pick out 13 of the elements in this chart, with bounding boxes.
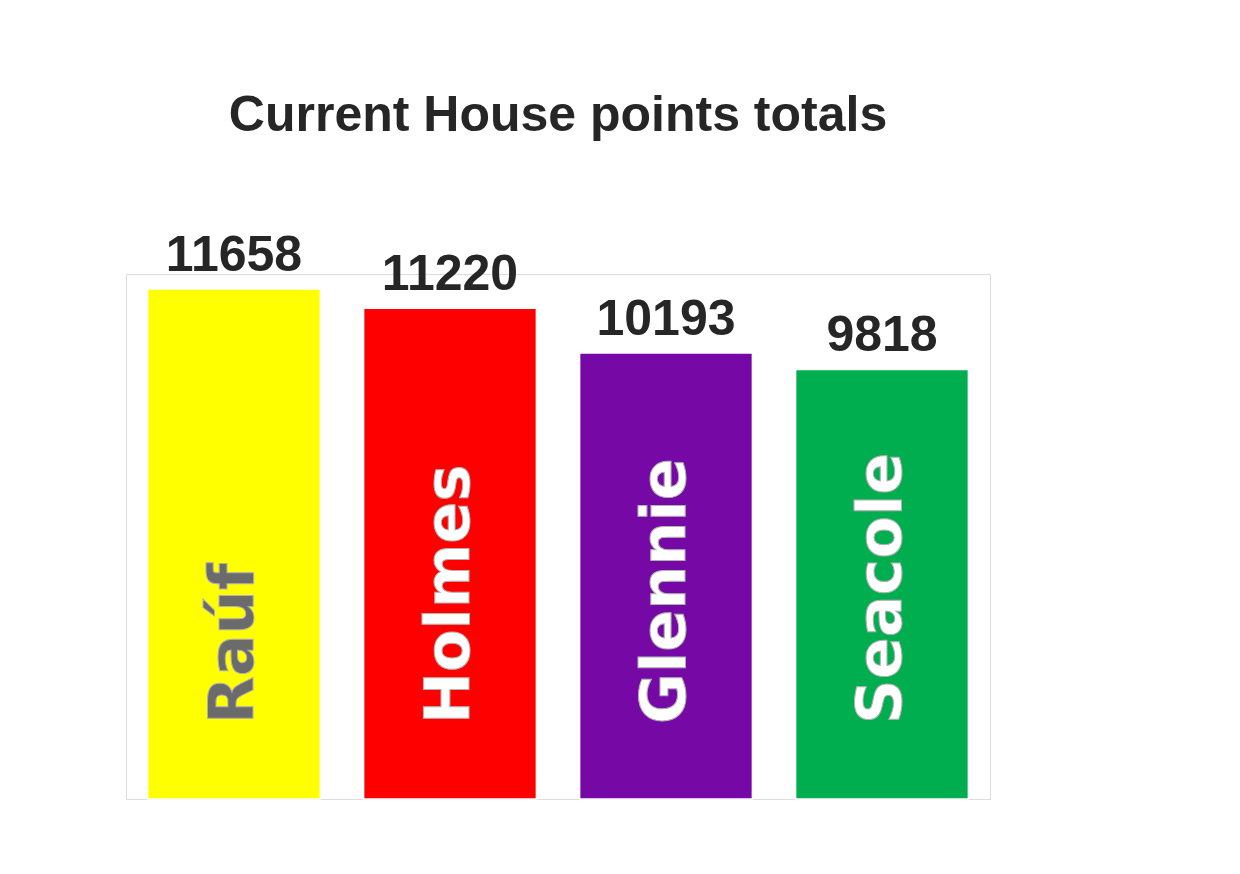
- bar: [362, 307, 538, 800]
- data-label: 10193: [596, 290, 736, 347]
- chart-title: Current House points totals: [228, 85, 888, 142]
- x-tick-label: Raúf: [195, 562, 268, 724]
- x-tick-label: Glennie: [627, 458, 700, 724]
- x-tick-label: Holmes: [411, 464, 484, 724]
- data-label: 11658: [165, 225, 303, 282]
- data-label: 11220: [381, 245, 519, 302]
- bar: [146, 288, 322, 800]
- x-tick-label: Seacole: [843, 452, 916, 724]
- bar: [794, 368, 970, 800]
- data-label: 9818: [826, 306, 938, 363]
- bar: [578, 352, 754, 800]
